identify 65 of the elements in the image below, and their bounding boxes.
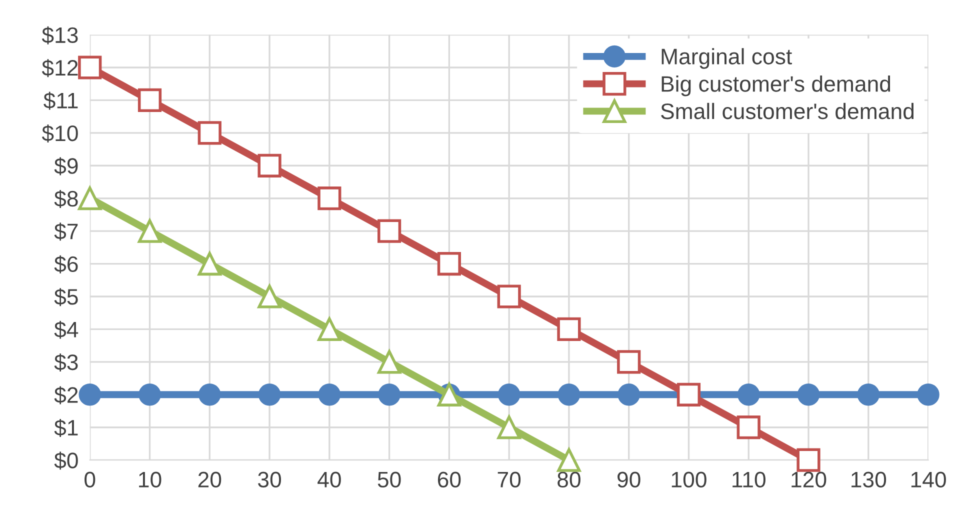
x-tick-label: 50 [378, 472, 401, 488]
point [618, 384, 640, 406]
x-tick-label: 20 [198, 472, 222, 488]
point [796, 448, 820, 472]
y-tick-label: $12 [42, 59, 78, 78]
point [557, 448, 581, 472]
y-tick-label: $11 [44, 92, 78, 110]
y-tick-label: $13 [42, 26, 78, 44]
point [437, 252, 461, 276]
point [318, 186, 342, 210]
x-tick-label: 40 [318, 472, 341, 488]
point [857, 384, 880, 406]
x-tick-label: 80 [558, 472, 580, 488]
x-tick-label: 0 [84, 472, 96, 488]
y-tick-label: $7 [54, 222, 78, 241]
point [917, 384, 940, 406]
x-tick-label: 120 [792, 472, 826, 488]
y-tick-label: $1 [54, 418, 78, 437]
point [138, 219, 162, 243]
point [138, 384, 161, 406]
y-tick-label: $0 [54, 452, 78, 470]
x-tick-label: 90 [618, 472, 640, 488]
point [258, 154, 282, 178]
point [377, 219, 402, 243]
point [797, 384, 820, 406]
y-tick-label: $5 [54, 288, 78, 306]
y-tick-label: $8 [54, 190, 78, 208]
point [78, 56, 102, 80]
point [318, 317, 342, 342]
legend-label: Small customer's demand [661, 102, 914, 120]
y-tick-label: $9 [54, 157, 78, 176]
x-tick-label: 10 [139, 472, 162, 488]
legend-label: Big customer's demand [662, 75, 890, 96]
point [617, 350, 641, 374]
point [198, 384, 221, 406]
point [78, 384, 101, 406]
x-tick-label: 70 [498, 472, 521, 488]
point [497, 416, 521, 440]
point [377, 350, 402, 374]
x-tick-label: 60 [438, 472, 461, 488]
x-tick-label: 140 [911, 472, 946, 488]
x-tick-label: 30 [258, 472, 282, 488]
x-tick-label: 130 [852, 472, 886, 488]
point [258, 284, 282, 308]
point [258, 384, 281, 406]
y-tick-label: $6 [54, 255, 78, 274]
point [78, 186, 102, 210]
point [557, 317, 581, 342]
y-tick-label: $2 [54, 386, 78, 404]
y-tick-label: $10 [42, 124, 78, 143]
point [498, 384, 520, 406]
x-tick-label: 110 [732, 472, 766, 488]
point [738, 384, 760, 406]
y-tick-label: $4 [54, 320, 78, 339]
point [497, 284, 521, 308]
point [198, 252, 222, 276]
point [558, 384, 580, 406]
y-tick-label: $3 [54, 354, 78, 372]
point [318, 384, 341, 406]
point [736, 416, 760, 440]
point [378, 384, 400, 406]
point [138, 88, 162, 112]
legend-label: Marginal cost [662, 48, 792, 69]
point [198, 121, 222, 145]
x-tick-label: 100 [672, 472, 706, 488]
